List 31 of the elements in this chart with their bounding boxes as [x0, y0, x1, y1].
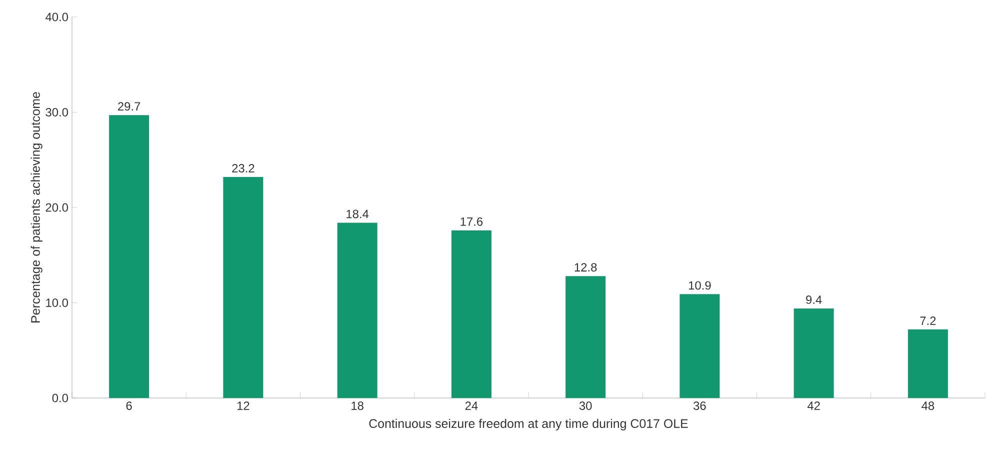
- bar: [794, 308, 834, 398]
- data-label: 10.9: [688, 281, 711, 290]
- bar: [337, 222, 378, 398]
- bar: [566, 276, 606, 398]
- x-axis-title: Continuous seizure freedom at any time during C017 OLE: [369, 418, 688, 430]
- bar: [223, 177, 264, 398]
- x-tick-label: 12: [237, 402, 250, 410]
- x-tick-label: 30: [579, 402, 592, 410]
- x-tick-label: 18: [352, 402, 364, 410]
- y-tick-label: 10.0: [46, 298, 68, 307]
- bar: [109, 115, 150, 398]
- x-tick-label: 48: [922, 402, 934, 410]
- data-label: 9.4: [806, 295, 822, 304]
- x-tick-label: 6: [126, 402, 132, 410]
- x-tick-label: 36: [693, 402, 706, 410]
- bar: [908, 329, 948, 398]
- y-tick-label: 0.0: [52, 394, 68, 402]
- x-tick-label: 24: [465, 402, 478, 410]
- data-label: 7.2: [920, 316, 936, 325]
- y-tick-label: 30.0: [46, 108, 68, 116]
- x-tick-label: 42: [807, 402, 820, 410]
- y-tick-label: 40.0: [45, 12, 68, 22]
- bar: [451, 230, 492, 398]
- y-axis-title: Percentage of patients achieving outcome: [30, 92, 42, 322]
- data-label: 12.8: [574, 263, 597, 272]
- data-label: 17.6: [460, 217, 483, 226]
- data-label: 29.7: [118, 102, 140, 111]
- data-label: 23.2: [232, 164, 254, 172]
- bar: [680, 294, 720, 398]
- y-tick-label: 20.0: [46, 203, 68, 212]
- data-label: 18.4: [346, 210, 369, 218]
